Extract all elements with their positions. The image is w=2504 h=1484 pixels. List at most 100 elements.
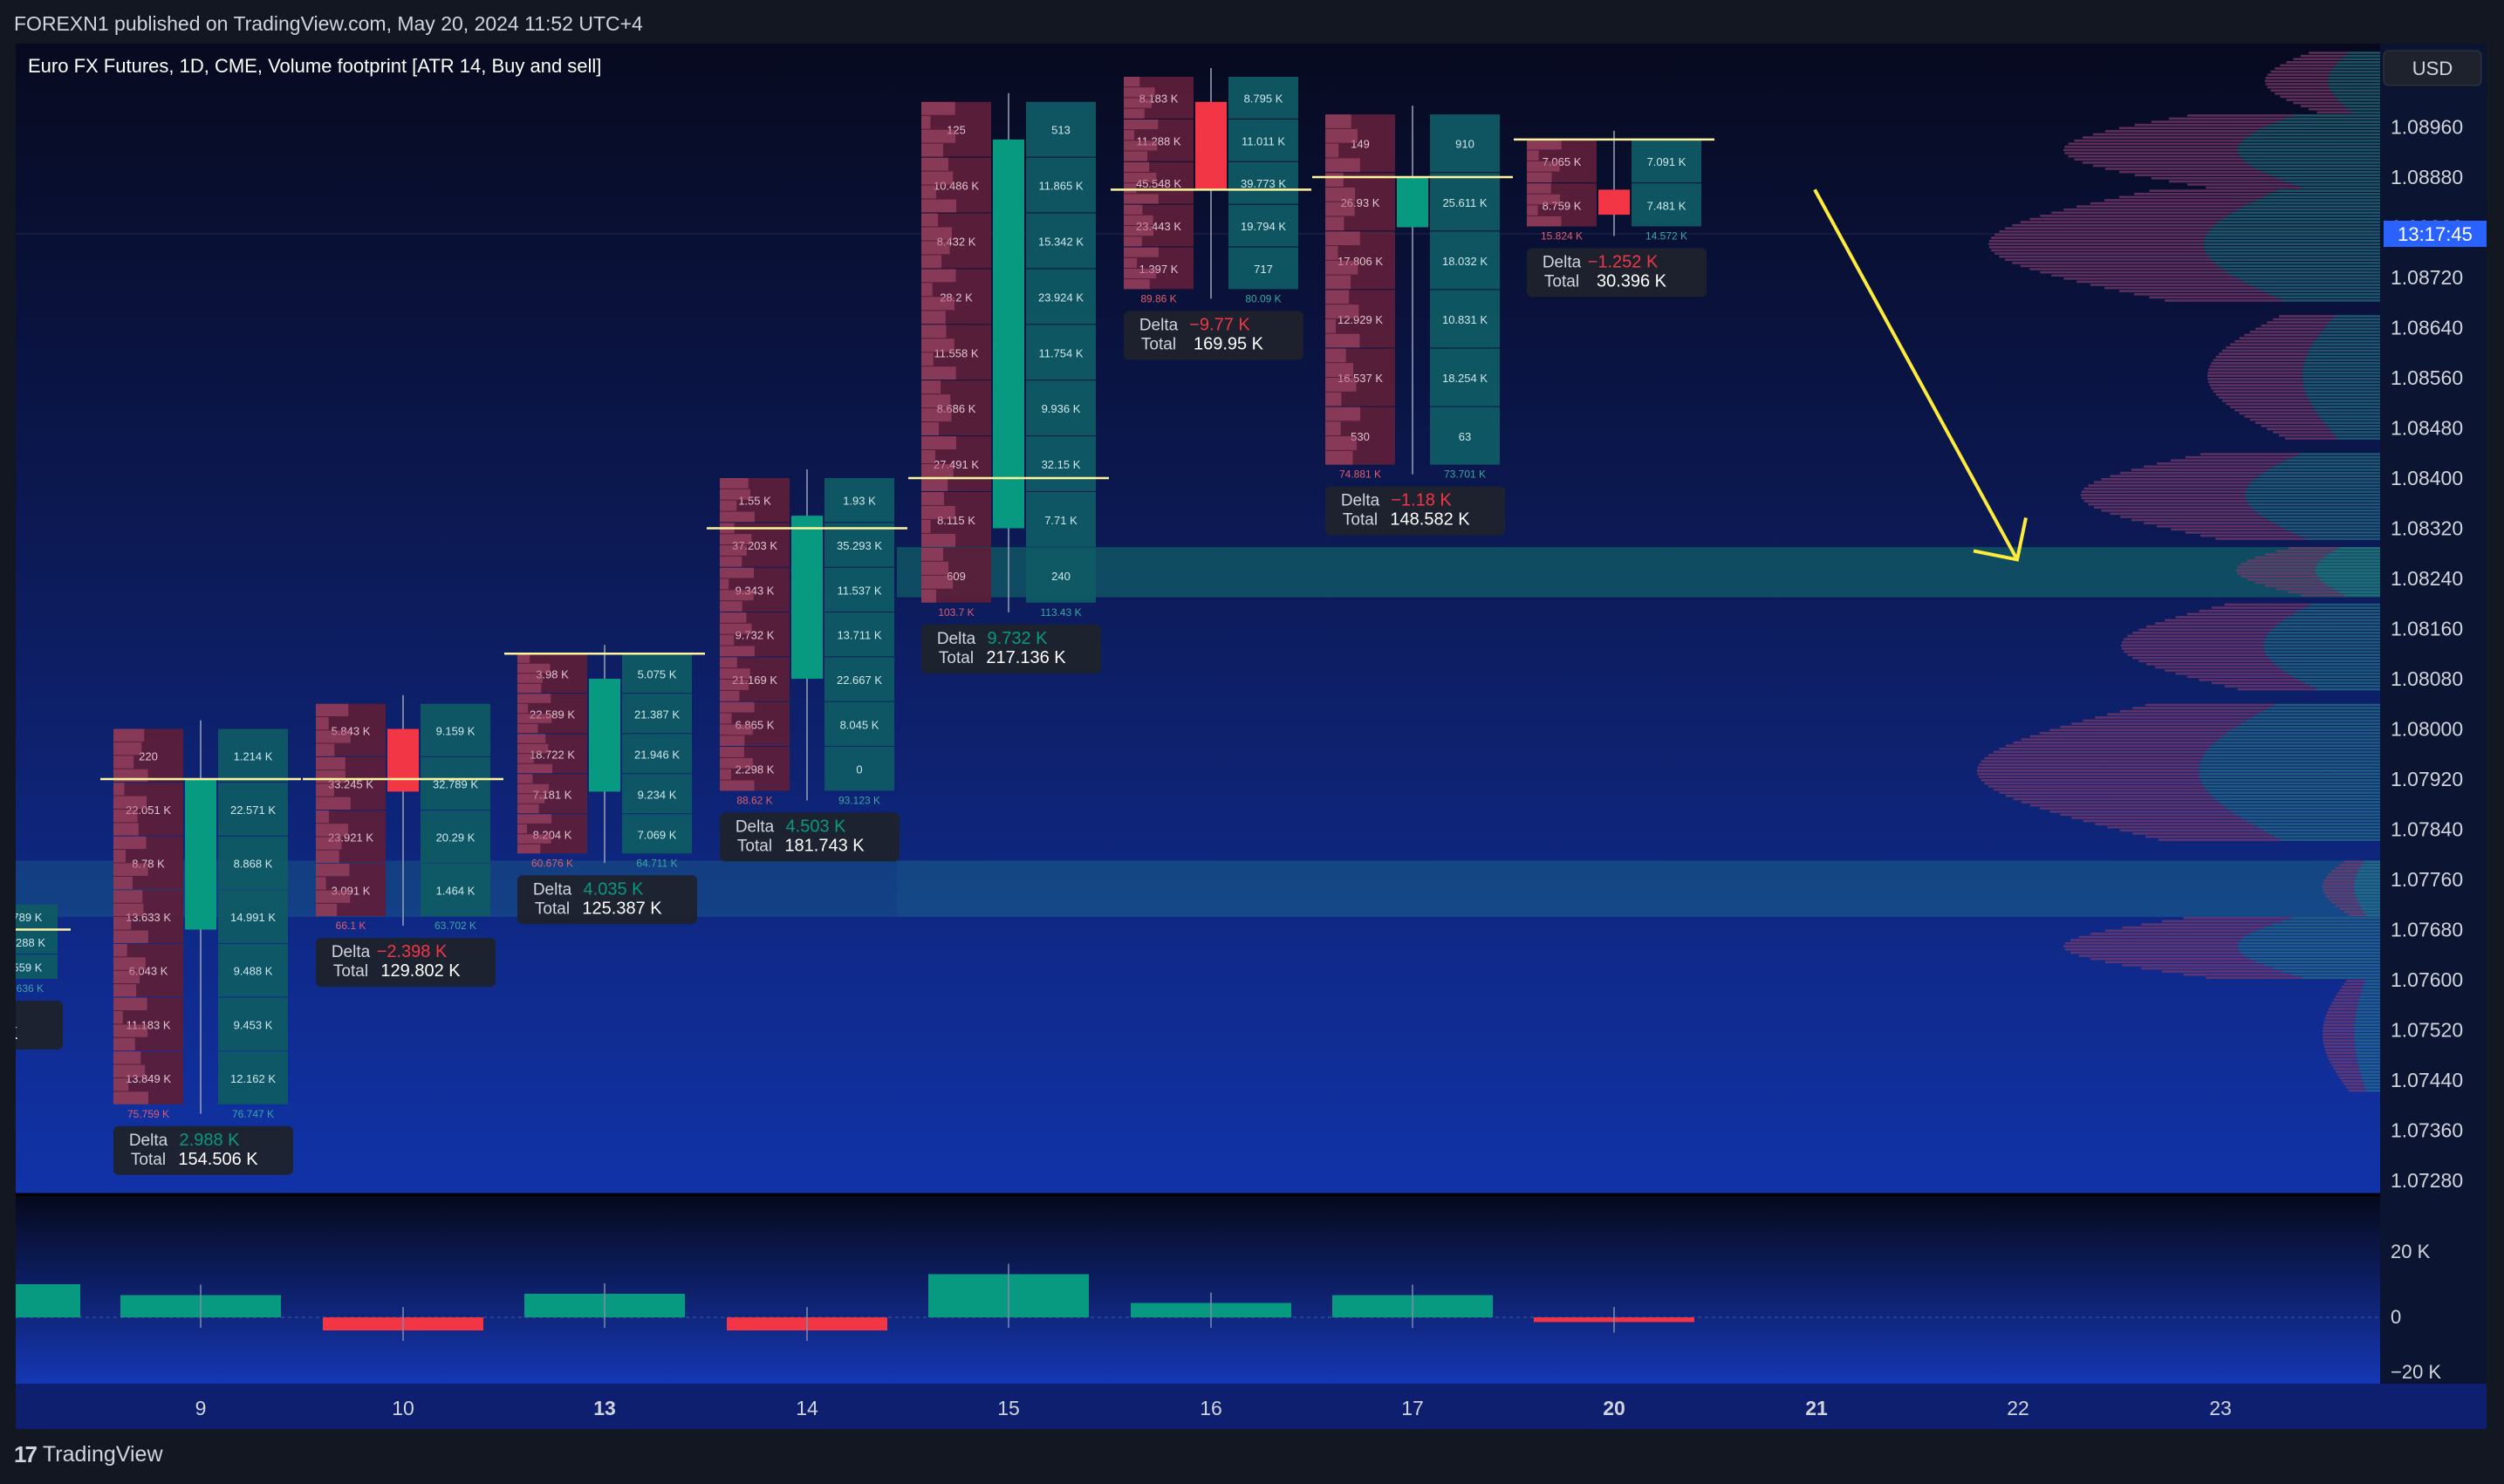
total-label: Total [1544, 273, 1579, 291]
profile-sell-row [1999, 748, 2209, 750]
bid-inner-profile [921, 297, 955, 311]
time-axis-tick: 9 [195, 1397, 207, 1419]
bid-inner-profile [1124, 108, 1145, 119]
profile-buy-row [2359, 1070, 2380, 1073]
ask-cell [1026, 269, 1096, 325]
profile-sell-row [2064, 152, 2239, 154]
bid-inner-profile [1325, 421, 1341, 436]
profile-sell-row [2051, 211, 2233, 215]
profile-sell-row [2121, 647, 2264, 650]
profile-sell-row [2265, 79, 2329, 83]
profile-buy-row [2361, 1073, 2380, 1077]
profile-buy-row [2357, 898, 2380, 901]
profile-buy-row [2199, 769, 2380, 772]
profile-buy-row [2242, 139, 2380, 142]
ask-total: 73.701 K [1444, 468, 1486, 481]
profile-sell-row [2157, 524, 2280, 528]
value-area-zones [16, 547, 2380, 918]
profile-sell-row [2070, 951, 2241, 954]
bid-inner-profile [720, 623, 752, 634]
profile-sell-row [2211, 362, 2304, 365]
profile-buy-row [2206, 233, 2380, 236]
profile-buy-row [2328, 585, 2380, 587]
price-axis-tick: 1.08080 [2391, 667, 2463, 690]
profile-buy-row [2344, 105, 2380, 107]
profile-buy-row [2249, 202, 2380, 205]
profile-buy-row [2203, 754, 2380, 756]
profile-sell-row [2171, 528, 2287, 531]
bid-inner-profile [1325, 348, 1346, 363]
profile-sell-row [2267, 85, 2330, 89]
profile-buy-row [2364, 1086, 2380, 1089]
profile-buy-row [2319, 415, 2380, 418]
profile-buy-row [2341, 58, 2380, 61]
profile-sell-row [2328, 1057, 2357, 1061]
profile-sell-row [2169, 117, 2286, 120]
ask-cell-value: 14.991 K [230, 911, 276, 924]
profile-sell-row [2239, 412, 2317, 415]
profile-sell-row [2088, 503, 2249, 506]
delta-box [16, 1001, 63, 1050]
bid-inner-profile [517, 814, 552, 824]
profile-sell-row [2013, 741, 2215, 744]
profile-sell-row [2187, 114, 2294, 117]
total-label: Total [535, 899, 570, 918]
profile-buy-row [2274, 703, 2380, 707]
bid-inner-profile [113, 1010, 123, 1024]
profile-buy-row [2328, 83, 2380, 85]
bid-inner-profile [1325, 187, 1356, 202]
profile-buy-row [2254, 478, 2380, 481]
profile-sell-row [2081, 496, 2246, 500]
bid-inner-profile [1527, 150, 1539, 161]
profile-buy-row [2266, 634, 2380, 638]
profile-sell-row [2063, 148, 2238, 152]
profile-buy-row [2268, 518, 2380, 522]
ask-cell [16, 954, 58, 979]
profile-buy-row [2355, 1049, 2380, 1051]
profile-buy-row [2354, 1029, 2380, 1033]
bid-inner-profile [1124, 151, 1148, 161]
delta-box [113, 1125, 293, 1175]
profile-sell-row [2333, 998, 2359, 1002]
bid-inner-profile [1325, 216, 1344, 231]
ask-cell [1026, 491, 1096, 547]
profile-sell-row [2101, 509, 2255, 512]
profile-sell-row [2323, 1023, 2355, 1026]
bid-inner-profile [113, 1024, 148, 1037]
bid-inner-profile [1124, 161, 1150, 172]
bid-inner-profile [113, 809, 138, 823]
bid-inner-profile [720, 769, 732, 780]
profile-sell-row [2029, 217, 2223, 221]
bid-inner-profile [720, 680, 749, 690]
bid-inner-profile [517, 804, 539, 814]
footprint-chart[interactable]: 6.789 K43.288 K7.559 K57.636 KDelta1Tota… [16, 44, 2487, 1429]
profile-sell-row [2063, 208, 2238, 211]
profile-sell-row [2273, 431, 2332, 434]
profile-sell-row [2122, 964, 2264, 967]
profile-sell-row [2131, 518, 2268, 522]
profile-sell-row [2254, 581, 2324, 585]
profile-buy-row [2206, 252, 2380, 255]
profile-buy-row [2237, 208, 2380, 211]
profile-sell-row [2230, 343, 2313, 346]
profile-sell-row [2118, 170, 2263, 174]
profile-sell-row [2275, 67, 2333, 70]
bid-inner-profile [316, 824, 349, 837]
profile-sell-row [2068, 154, 2241, 158]
total-value: 30.396 K [1597, 272, 1667, 291]
profile-sell-row [2012, 262, 2215, 264]
bid-inner-profile [921, 325, 947, 339]
profile-buy-row [2344, 54, 2380, 58]
profile-sell-row [1999, 230, 2209, 233]
profile-sell-row [2199, 609, 2299, 612]
profile-buy-row [2302, 378, 2380, 380]
profile-buy-row [2362, 907, 2380, 910]
profile-sell-row [2339, 907, 2363, 910]
profile-sell-row [2254, 556, 2324, 559]
profile-buy-row [2271, 628, 2380, 632]
delta-box [316, 938, 496, 988]
profile-buy-row [2351, 111, 2380, 114]
bid-inner-profile [1325, 363, 1354, 377]
profile-sell-row [2039, 732, 2227, 735]
profile-buy-row [2333, 550, 2380, 553]
